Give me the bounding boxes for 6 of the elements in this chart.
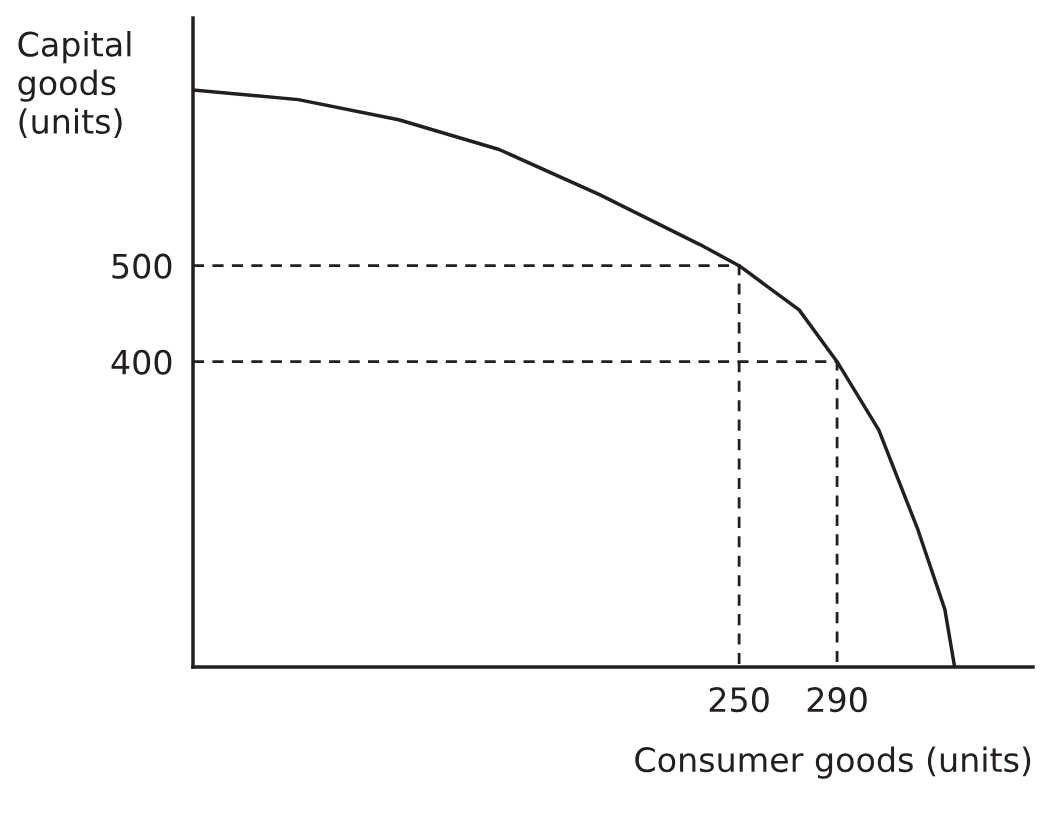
x-tick-label: 250 bbox=[709, 687, 769, 713]
y-axis-title: Capital goods (units) bbox=[18, 30, 131, 138]
x-tick-label: 290 bbox=[807, 687, 867, 713]
y-tick-label: 400 bbox=[111, 349, 172, 375]
y-tick-label: 500 bbox=[112, 253, 172, 279]
x-axis-title: Consumer goods (units) bbox=[635, 746, 1031, 779]
